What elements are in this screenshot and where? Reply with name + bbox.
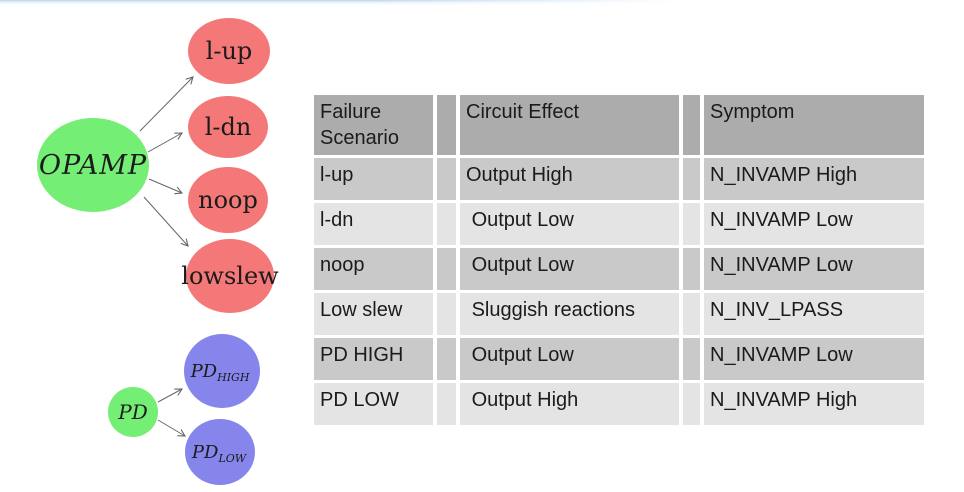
lup-node-label: l-up	[206, 37, 253, 65]
cell-scenario-noop: noop	[314, 248, 433, 290]
row-spacer	[683, 248, 700, 290]
cell-scenario-lowslew: Low slew	[314, 293, 433, 335]
ldn-node	[188, 96, 268, 158]
cell-symptom-lowslew: N_INV_LPASS	[704, 293, 924, 335]
lup-node	[188, 18, 270, 84]
pd-node	[108, 387, 158, 437]
noop-node-label: noop	[198, 186, 258, 214]
cell-scenario-lup: l-up	[314, 158, 433, 200]
cell-effect-lowslew: Sluggish reactions	[460, 293, 679, 335]
cell-symptom-lup: N_INVAMP High	[704, 158, 924, 200]
row-spacer	[437, 203, 456, 245]
arrow-opamp-lowslew	[143, 196, 189, 247]
row-spacer	[437, 383, 456, 425]
ldn-node-label: l-dn	[205, 113, 252, 141]
arrow-pd-high	[157, 388, 184, 403]
arrow-opamp-ldn	[147, 132, 184, 153]
cell-effect-pdhigh: Output Low	[460, 338, 679, 380]
pd-high-node	[184, 334, 260, 408]
pd-high-node-label: PDHIGH	[190, 361, 250, 384]
header-spacer-2	[683, 95, 700, 155]
header-spacer-1	[437, 95, 456, 155]
row-spacer	[437, 158, 456, 200]
pd-low-node-label: PDLOW	[191, 442, 248, 465]
cell-effect-noop: Output Low	[460, 248, 679, 290]
cell-scenario-pdlow: PD LOW	[314, 383, 433, 425]
cell-symptom-pdhigh: N_INVAMP Low	[704, 338, 924, 380]
row-spacer	[437, 338, 456, 380]
row-spacer	[437, 248, 456, 290]
cell-scenario-ldn: l-dn	[314, 203, 433, 245]
header-cell-failure-scenario: Failure Scenario	[314, 95, 433, 155]
cell-effect-pdlow: Output High	[460, 383, 679, 425]
header-cell-symptom: Symptom	[704, 95, 924, 155]
cell-scenario-pdhigh: PD HIGH	[314, 338, 433, 380]
lowslew-node	[186, 239, 274, 313]
row-spacer	[683, 383, 700, 425]
lowslew-node-label: lowslew	[181, 262, 279, 290]
header-cell-circuit-effect: Circuit Effect	[460, 95, 679, 155]
arrow-pd-low	[157, 419, 186, 437]
cell-symptom-pdlow: N_INVAMP High	[704, 383, 924, 425]
row-spacer	[437, 293, 456, 335]
row-spacer	[683, 203, 700, 245]
cell-symptom-noop: N_INVAMP Low	[704, 248, 924, 290]
cell-effect-ldn: Output Low	[460, 203, 679, 245]
arrow-opamp-lup	[139, 76, 194, 132]
opamp-node	[37, 118, 149, 212]
opamp-node-label: OPAMP	[39, 150, 147, 181]
pd-low-node	[185, 419, 255, 485]
row-spacer	[683, 158, 700, 200]
row-spacer	[683, 293, 700, 335]
arrow-opamp-noop	[148, 178, 184, 195]
noop-node	[188, 167, 268, 233]
window-top-edge	[0, 0, 680, 5]
opamp-tree-arrows	[139, 76, 194, 437]
row-spacer	[683, 338, 700, 380]
cell-symptom-ldn: N_INVAMP Low	[704, 203, 924, 245]
pd-node-label: PD	[117, 400, 148, 424]
cell-effect-lup: Output High	[460, 158, 679, 200]
failure-table: Failure Scenario Circuit Effect Symptom …	[314, 95, 924, 425]
fault-tree-diagram: OPAMP l-up l-dn noop lowslew PD PDHIGH P…	[37, 18, 279, 485]
